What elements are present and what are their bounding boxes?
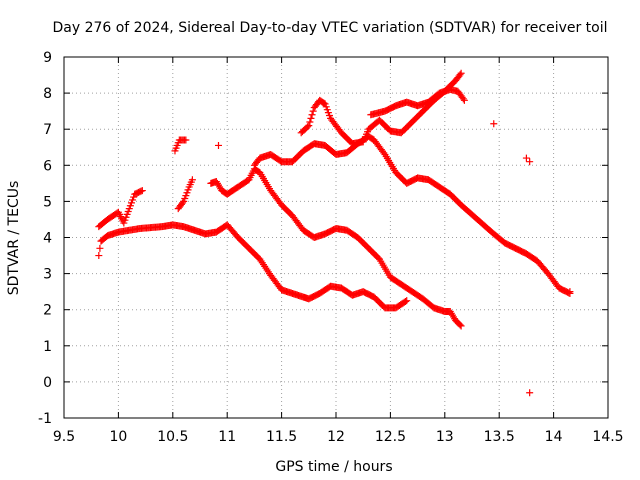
data-point [460,96,468,104]
chart-title: Day 276 of 2024, Sidereal Day-to-day VTE… [52,20,607,36]
x-tick-label: 10.5 [157,429,188,445]
data-point [490,120,498,128]
y-axis-title: SDTVAR / TECUs [6,181,22,296]
data-point [320,99,328,107]
data-point [96,244,104,252]
data-point [403,297,411,305]
y-tick-label: 3 [43,267,52,283]
data-point [457,322,465,330]
x-tick-label: 14.5 [592,429,623,445]
data-point [307,114,315,122]
data-point [214,141,222,149]
data-points [95,69,574,397]
x-tick-label: 11 [218,429,236,445]
y-tick-label: 8 [43,86,52,102]
data-point [402,297,410,305]
data-point [95,252,103,260]
y-tick-label: -1 [38,411,52,427]
data-point [138,187,146,195]
data-point [526,389,534,397]
data-point [188,176,196,184]
data-point [456,71,464,79]
y-tick-label: 4 [43,231,52,247]
data-point [526,158,534,166]
x-tick-label: 12 [327,429,345,445]
data-point [459,95,467,103]
y-tick-label: 2 [43,303,52,319]
data-point [306,118,314,126]
y-tick-label: 0 [43,375,52,391]
y-tick-label: 7 [43,122,52,138]
x-tick-label: 13.5 [484,429,515,445]
data-point [565,289,573,297]
data-point [182,136,190,144]
x-tick-label: 13 [436,429,454,445]
x-tick-label: 14 [545,429,563,445]
data-point [309,107,317,115]
y-tick-label: 9 [43,50,52,66]
data-point [304,123,312,131]
x-tick-label: 10 [109,429,127,445]
data-point [380,149,388,157]
y-tick-label: 6 [43,158,52,174]
data-point [179,199,187,207]
ticks: 9.5 10 10.5 11 11.5 12 12.5 13 13.5 14 14.5-101234… [38,50,624,445]
x-tick-label: 12.5 [375,429,406,445]
data-point [566,288,574,296]
data-point [305,122,313,130]
y-tick-label: 1 [43,339,52,355]
x-axis-title: GPS time / hours [275,459,392,475]
data-point [457,69,465,77]
data-point [522,154,530,162]
data-point [308,111,316,119]
data-point [456,321,464,329]
y-tick-label: 5 [43,194,52,210]
x-tick-label: 9.5 [53,429,75,445]
data-point [137,187,145,195]
x-tick-label: 11.5 [266,429,297,445]
